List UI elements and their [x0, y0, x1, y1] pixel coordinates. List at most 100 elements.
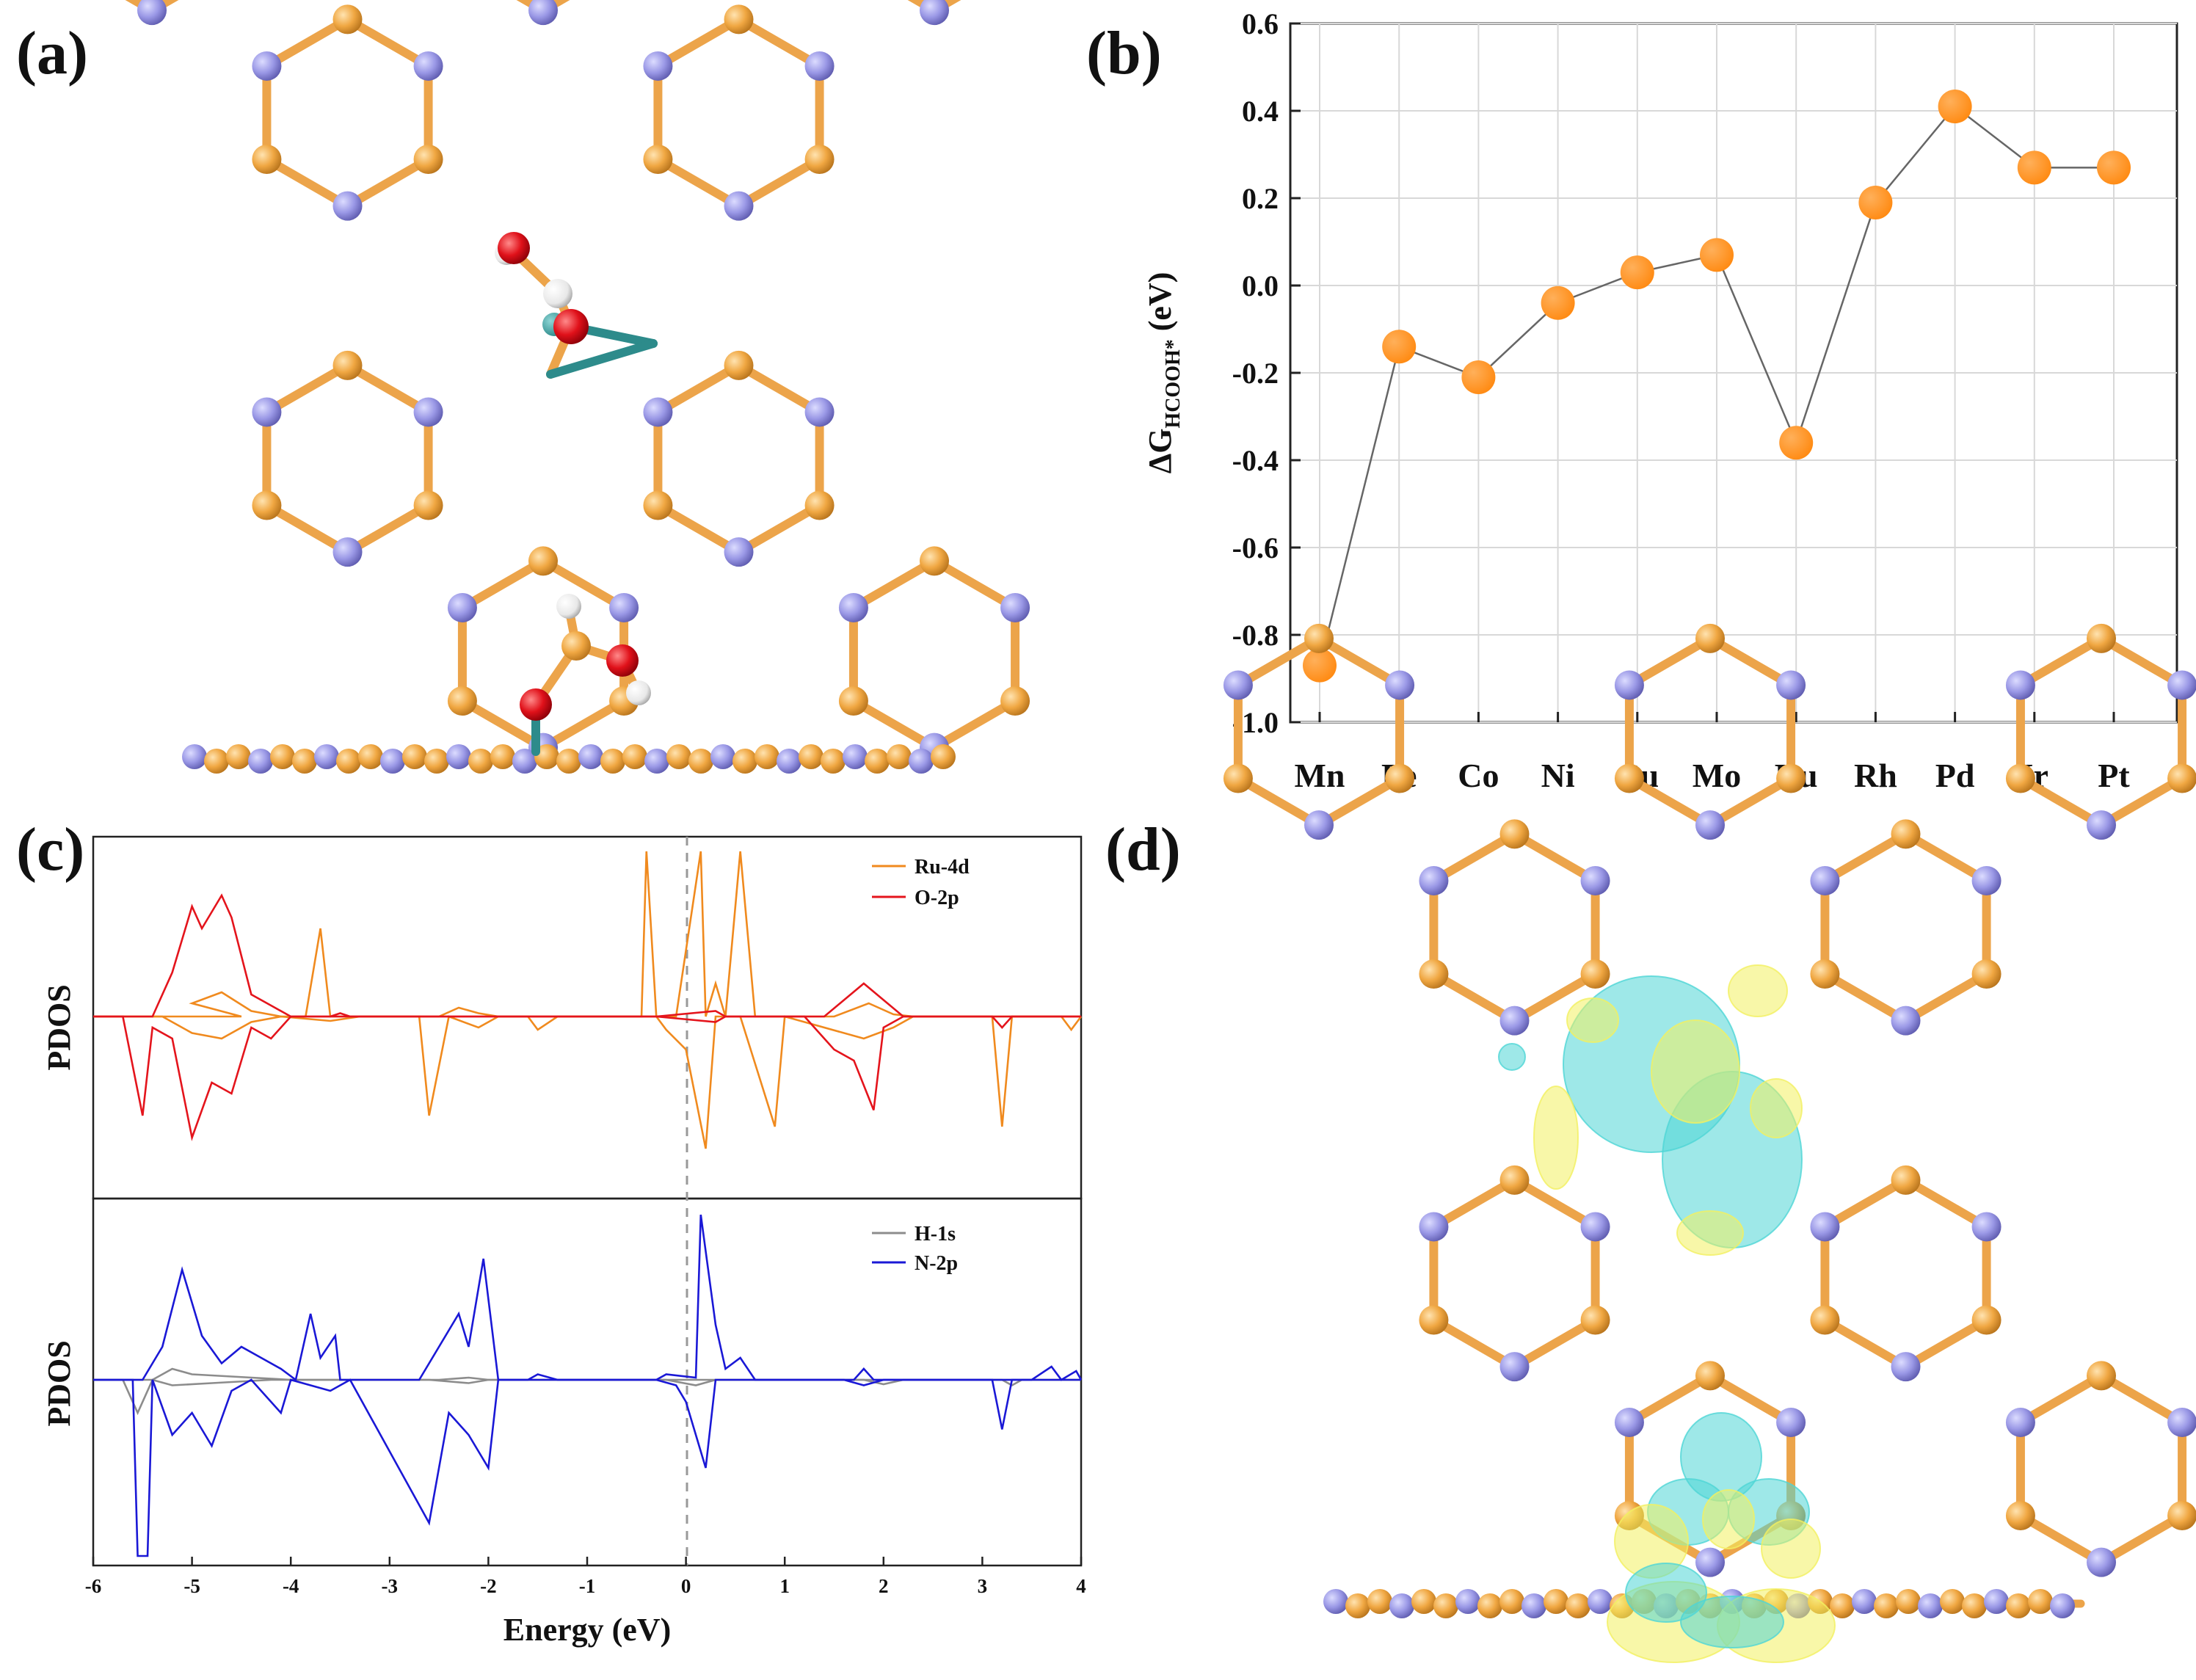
charge-lobe — [1625, 1563, 1707, 1623]
bond — [1233, 633, 1323, 690]
oxygen-atom — [553, 309, 589, 344]
y-tick-label: 0.4 — [1242, 95, 1279, 128]
pdos-line-o-2p — [93, 893, 1081, 1018]
nitrogen-atom — [804, 51, 835, 81]
carbon-atom — [931, 744, 956, 769]
carbon-atom — [1544, 1589, 1568, 1614]
carbon-atom — [732, 749, 757, 774]
carbon-atom — [402, 744, 427, 769]
carbon-atom — [332, 4, 363, 34]
oxygen-atom — [520, 688, 552, 721]
data-point-ru — [1779, 426, 1814, 460]
nitrogen-atom — [838, 592, 868, 622]
nitrogen-atom — [1614, 670, 1644, 700]
data-point-mn — [1303, 648, 1337, 683]
bond — [653, 360, 743, 417]
nitrogen-atom — [528, 0, 558, 26]
nitrogen-atom — [1389, 1593, 1414, 1618]
x-tick-label: -6 — [85, 1575, 102, 1597]
carbon-atom — [1962, 1593, 1987, 1618]
bond — [343, 15, 433, 70]
bond — [1820, 829, 1910, 885]
carbon-atom — [799, 744, 824, 769]
hydrogen-atom — [543, 279, 572, 308]
bond — [516, 0, 548, 15]
x-tick-label: Pt — [2098, 757, 2130, 794]
carbon-atom — [804, 490, 835, 520]
nitrogen-atom — [578, 744, 603, 769]
carbon-atom — [204, 749, 229, 774]
hydrogen-atom — [626, 680, 651, 705]
grid — [1290, 22, 2177, 724]
nitrogen-atom — [1776, 1407, 1806, 1437]
carbon-atom — [1367, 1589, 1392, 1614]
nitrogen-atom — [1419, 1212, 1449, 1242]
bond — [653, 155, 743, 211]
panel-label-d: (d) — [1105, 815, 1181, 884]
bond — [539, 697, 629, 752]
nitrogen-atom — [1891, 1352, 1921, 1382]
y-axis-label-main: ΔG — [1142, 429, 1178, 474]
x-tick-label: -5 — [183, 1575, 200, 1597]
carbon-atom — [534, 744, 559, 769]
carbon-atom — [1891, 1165, 1921, 1195]
nitrogen-atom — [2005, 670, 2035, 700]
y-axis-label: ΔGHCOOH* (eV) — [1142, 272, 1185, 474]
bond — [1429, 1315, 1519, 1372]
carbon-atom — [1411, 1589, 1436, 1614]
x-tick-label: Co — [1458, 757, 1499, 794]
bond — [1429, 970, 1519, 1025]
x-tick-label: Ni — [1541, 757, 1575, 794]
carbon-atom — [556, 749, 581, 774]
nitrogen-atom — [1588, 1589, 1613, 1614]
bond — [457, 556, 548, 612]
energy-axis: -6 -5 -4 -3 -2 -1 0 1 2 3 4 — [85, 1557, 1086, 1597]
bond — [457, 697, 548, 752]
charge-lobe — [1702, 1489, 1755, 1549]
nitrogen-atom — [777, 749, 801, 774]
carbon-atom — [600, 749, 625, 774]
nitrogen-atom — [1695, 1547, 1725, 1577]
bond — [930, 0, 961, 15]
nitrogen-atom — [1614, 1407, 1644, 1437]
bond — [262, 501, 352, 557]
pdos-line-o-2p-down — [93, 1015, 1081, 1141]
bond — [734, 15, 824, 70]
nitrogen-atom — [724, 537, 754, 567]
pdos-top-ylabel: PDOS — [41, 984, 77, 1070]
energy-axis-label: Energy (eV) — [503, 1612, 672, 1648]
carbon-atom — [2087, 623, 2116, 653]
nitrogen-atom — [1304, 810, 1334, 840]
legend-label-ru4d: Ru-4d — [915, 856, 970, 879]
y-axis-label-sub: HCOOH* — [1162, 339, 1185, 428]
bond — [1429, 829, 1519, 885]
bond — [539, 0, 570, 15]
bond — [1510, 829, 1600, 885]
nitrogen-atom — [1000, 592, 1030, 622]
nitrogen-atom — [252, 51, 282, 81]
x-tick-label: 1 — [779, 1575, 790, 1597]
legend-label-o2p: O-2p — [915, 887, 959, 909]
nitrogen-atom — [1323, 1589, 1348, 1614]
carbon-atom — [2167, 763, 2196, 793]
y-tick-label: 0.6 — [1242, 7, 1279, 40]
bond — [1315, 633, 1405, 690]
nitrogen-atom — [1695, 810, 1725, 840]
oxygen-atom — [498, 232, 530, 264]
carbon-atom — [1695, 623, 1725, 653]
nitrogen-atom — [182, 744, 207, 769]
y-tick-label: -0.8 — [1232, 619, 1279, 652]
bond — [1820, 1175, 1910, 1232]
y-axis-label-unit: (eV) — [1142, 272, 1178, 332]
carbon-atom — [528, 546, 558, 576]
nitrogen-atom — [1971, 865, 2002, 895]
data-point-ir — [2017, 150, 2051, 185]
bond — [1510, 970, 1600, 1025]
carbon-atom — [643, 490, 673, 520]
bond — [2097, 633, 2187, 690]
bond — [653, 501, 743, 557]
carbon-atom — [252, 490, 282, 520]
bond — [1820, 1315, 1910, 1372]
bond — [2015, 774, 2106, 830]
nitrogen-atom — [413, 397, 443, 427]
